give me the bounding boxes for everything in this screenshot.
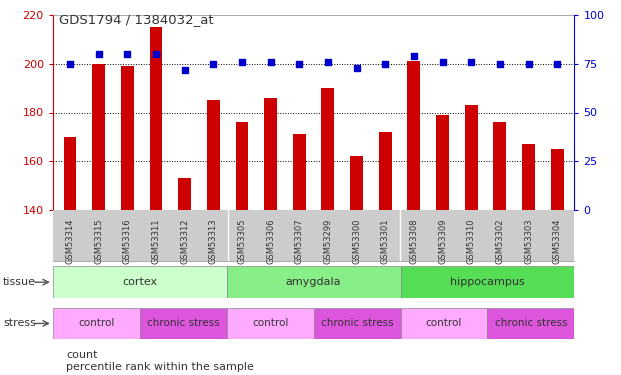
Text: tissue: tissue — [3, 277, 36, 287]
Point — [495, 61, 505, 67]
Point — [409, 53, 419, 59]
Text: control: control — [252, 318, 288, 328]
Point — [323, 59, 333, 65]
Point — [552, 61, 562, 67]
Bar — [314, 308, 401, 339]
Bar — [227, 308, 314, 339]
Bar — [551, 149, 564, 210]
Text: GDS1794 / 1384032_at: GDS1794 / 1384032_at — [59, 13, 214, 26]
Text: control: control — [78, 318, 114, 328]
Bar — [293, 135, 306, 210]
Bar — [227, 266, 401, 298]
Point — [237, 59, 247, 65]
Point — [208, 61, 218, 67]
Point — [380, 61, 390, 67]
Bar — [379, 132, 392, 210]
Point — [351, 64, 361, 70]
Point — [524, 61, 533, 67]
Point — [94, 51, 104, 57]
Bar — [140, 308, 227, 339]
Bar — [121, 66, 134, 210]
Bar — [53, 266, 227, 298]
Bar — [407, 61, 420, 210]
Bar — [264, 98, 277, 210]
Bar — [522, 144, 535, 210]
Bar — [465, 105, 478, 210]
Bar — [207, 100, 220, 210]
Bar — [322, 88, 334, 210]
Point — [266, 59, 276, 65]
Point — [151, 51, 161, 57]
Bar — [487, 308, 574, 339]
Point — [65, 61, 75, 67]
Point — [179, 67, 189, 73]
Point — [438, 59, 448, 65]
Bar — [178, 178, 191, 210]
Bar — [53, 308, 140, 339]
Bar — [401, 266, 574, 298]
Point — [122, 51, 132, 57]
Point — [294, 61, 304, 67]
Text: chronic stress: chronic stress — [321, 318, 393, 328]
Bar — [63, 137, 76, 210]
Text: stress: stress — [3, 318, 36, 328]
Text: chronic stress: chronic stress — [495, 318, 567, 328]
Bar — [436, 115, 449, 210]
Text: cortex: cortex — [122, 277, 157, 287]
Bar — [350, 156, 363, 210]
Text: control: control — [426, 318, 462, 328]
Bar — [235, 122, 248, 210]
Text: hippocampus: hippocampus — [450, 277, 525, 287]
Bar — [92, 64, 105, 210]
Text: count: count — [66, 351, 98, 360]
Point — [466, 59, 476, 65]
Text: chronic stress: chronic stress — [147, 318, 219, 328]
Bar — [150, 27, 163, 210]
Text: percentile rank within the sample: percentile rank within the sample — [66, 362, 255, 372]
Bar — [401, 308, 487, 339]
Text: amygdala: amygdala — [286, 277, 342, 287]
Bar — [494, 122, 506, 210]
